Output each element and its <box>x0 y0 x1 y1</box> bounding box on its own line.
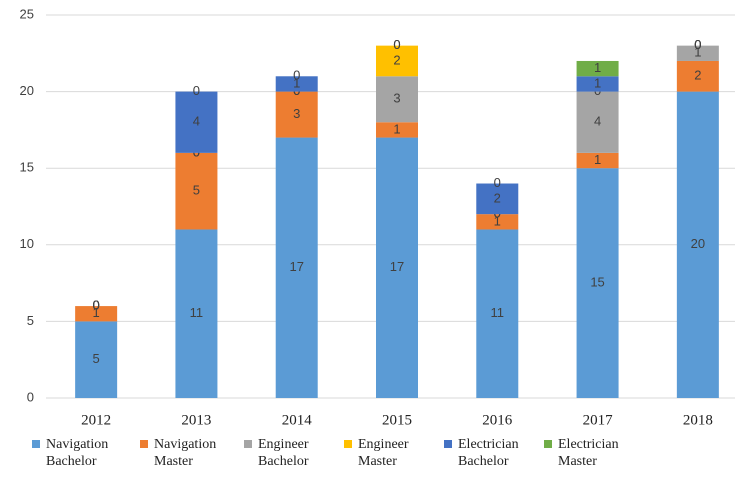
data-label: 1 <box>393 121 400 136</box>
y-tick-label: 25 <box>20 6 34 21</box>
data-label: 0 <box>193 83 200 98</box>
legend-item: Electrician Master <box>542 436 642 470</box>
x-tick-label: 2012 <box>81 412 111 428</box>
bar-segment <box>175 91 218 153</box>
x-tick-label: 2013 <box>181 412 211 428</box>
data-label: 5 <box>193 183 200 198</box>
data-label: 4 <box>594 114 601 129</box>
legend-label: Navigation Master <box>154 437 217 469</box>
bar-segment <box>376 122 418 138</box>
data-label: 0 <box>393 37 400 52</box>
data-label: 20 <box>691 236 705 251</box>
legend-item: Electrician Bachelor <box>442 436 542 470</box>
y-tick-label: 5 <box>27 313 34 328</box>
data-label: 1 <box>594 60 601 75</box>
bar-segment <box>376 76 418 123</box>
bar-segment <box>676 60 719 92</box>
bar-segment <box>75 321 118 398</box>
bar-segment <box>175 152 218 230</box>
bar-segment <box>576 76 619 92</box>
legend-swatch <box>344 440 352 448</box>
bar-segment <box>476 229 519 398</box>
data-label: 2 <box>694 68 701 83</box>
bar-segment <box>676 91 719 398</box>
bar-segment <box>275 137 318 398</box>
legend-swatch <box>444 440 452 448</box>
bar-segment <box>175 229 218 398</box>
x-tick-label: 2016 <box>482 412 513 428</box>
data-label: 11 <box>491 305 505 320</box>
y-tick-label: 15 <box>20 160 34 175</box>
legend-item: Navigation Master <box>138 436 238 470</box>
y-tick-label: 20 <box>20 83 34 98</box>
legend-item: Navigation Bachelor <box>30 436 130 470</box>
data-label: 15 <box>590 275 604 290</box>
data-label: 0 <box>293 68 300 83</box>
bar-segment <box>476 214 519 230</box>
data-label: 17 <box>390 259 404 274</box>
legend-label: Engineer Bachelor <box>258 437 309 469</box>
y-tick-label: 0 <box>27 389 34 404</box>
legend-swatch <box>32 440 40 448</box>
bar-segment <box>275 76 318 92</box>
bar-segment <box>576 152 619 169</box>
data-label: 5 <box>93 351 100 366</box>
bar-segment <box>376 45 418 77</box>
bar-segment <box>476 183 519 215</box>
x-tick-label: 2018 <box>683 412 713 428</box>
data-label: 17 <box>289 259 303 274</box>
data-label: 1 <box>594 152 601 167</box>
data-label: 4 <box>193 114 200 129</box>
bar-segment <box>576 91 619 153</box>
legend-label: Electrician Master <box>558 437 619 469</box>
legend-label: Engineer Master <box>358 437 409 469</box>
legend-label: Electrician Bachelor <box>458 437 519 469</box>
y-tick-label: 10 <box>20 236 34 251</box>
data-label: 11 <box>190 305 204 320</box>
data-label: 1 <box>293 75 300 90</box>
legend-item: Engineer Master <box>342 436 442 470</box>
legend-label: Navigation Bachelor <box>46 437 109 469</box>
chart: 0510152025201251000020131150040201417300… <box>20 6 735 428</box>
legend-swatch <box>244 440 252 448</box>
data-label: 0 <box>93 298 100 313</box>
data-label: 3 <box>293 106 300 121</box>
data-label: 0 <box>93 298 100 313</box>
data-label: 1 <box>694 45 701 60</box>
data-label: 0 <box>694 37 701 52</box>
bar-segment <box>676 45 719 61</box>
bar-segment <box>576 60 619 77</box>
data-label: 0 <box>694 37 701 52</box>
bar-segment <box>376 137 418 398</box>
data-label: 0 <box>93 298 100 313</box>
data-label: 2 <box>494 190 501 205</box>
legend-swatch <box>544 440 552 448</box>
data-label: 3 <box>393 91 400 106</box>
bar-segment <box>75 306 118 322</box>
data-label: 0 <box>694 37 701 52</box>
x-tick-label: 2017 <box>583 412 614 428</box>
data-label: 0 <box>393 37 400 52</box>
data-label: 1 <box>93 305 100 320</box>
legend-swatch <box>140 440 148 448</box>
legend-item: Engineer Bachelor <box>242 436 342 470</box>
data-label: 0 <box>93 298 100 313</box>
x-tick-label: 2015 <box>382 412 412 428</box>
bar-segment <box>576 168 619 398</box>
bar-segment <box>275 91 318 138</box>
data-label: 1 <box>494 213 501 228</box>
data-label: 1 <box>594 75 601 90</box>
data-label: 2 <box>393 52 400 67</box>
data-label: 0 <box>494 175 501 190</box>
x-tick-label: 2014 <box>282 412 313 428</box>
legend: Navigation Bachelor Navigation Master Engi… <box>30 436 730 480</box>
